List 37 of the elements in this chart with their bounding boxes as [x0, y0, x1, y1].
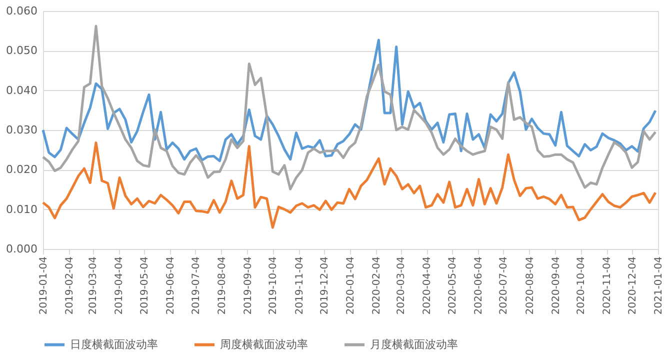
x-tick-label: 2021-01-04 [654, 256, 664, 315]
x-tick-label: 2020-06-04 [473, 256, 484, 315]
y-tick-label: 0.020 [6, 163, 38, 176]
y-tick-label: 0.010 [6, 202, 38, 216]
x-tick-label: 2020-10-04 [576, 256, 588, 315]
y-tick-label: 0.030 [6, 124, 38, 136]
x-tick-label: 2020-04-04 [422, 256, 434, 315]
y-tick-label: 0.060 [6, 4, 38, 18]
x-tick-label: 2019-08-04 [216, 256, 228, 315]
legend-label: 周度横截面波动率 [220, 338, 308, 351]
x-tick-label: 2020-07-04 [498, 256, 510, 315]
x-tick-label: 2019-05-04 [139, 256, 150, 315]
x-tick-label: 2019-02-04 [64, 256, 76, 315]
line-series [42, 141, 657, 229]
x-tick-label: 2019-04-04 [114, 256, 126, 315]
y-tick-label: 0.000 [6, 242, 38, 256]
legend-label: 月度横截面波动率 [370, 338, 458, 351]
x-tick-label: 2020-09-04 [550, 256, 562, 315]
y-tick-label: 0.040 [6, 84, 38, 97]
x-tick-label: 2020-05-04 [447, 256, 458, 315]
x-tick-label: 2020-11-04 [602, 256, 614, 315]
line-series [42, 24, 657, 190]
x-tick-label: 2019-01-04 [38, 256, 50, 315]
x-tick-label: 2020-12-04 [627, 256, 638, 315]
x-tick-label: 2019-03-04 [88, 256, 100, 315]
x-tick-label: 2019-06-04 [166, 256, 177, 315]
x-tick-label: 2020-03-04 [396, 256, 408, 315]
x-tick-label: 2020-08-04 [524, 256, 536, 315]
x-tick-label: 2019-09-04 [242, 256, 254, 315]
x-tick-label: 2019-10-04 [268, 256, 280, 315]
legend-label: 日度横截面波动率 [70, 338, 158, 351]
y-tick-label: 0.050 [6, 44, 38, 58]
x-tick-label: 2020-01-04 [346, 256, 357, 315]
x-tick-label: 2019-07-04 [190, 256, 202, 315]
x-tick-label: 2019-12-04 [320, 256, 330, 315]
x-tick-label: 2020-02-04 [372, 256, 383, 315]
x-tick-label: 2019-11-04 [294, 256, 306, 315]
